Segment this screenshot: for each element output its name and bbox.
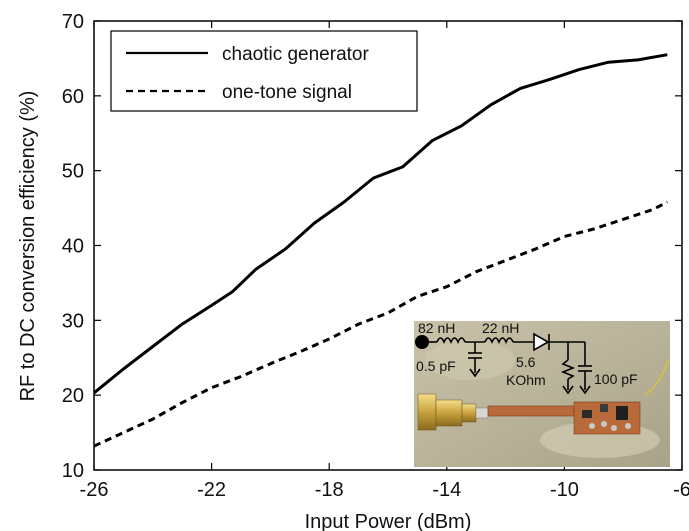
x-tick-label: -6 xyxy=(673,479,689,501)
y-tick-label: 20 xyxy=(62,385,84,407)
x-tick-label: -18 xyxy=(315,479,344,501)
inductor-22nh-label: 22 nH xyxy=(482,320,519,336)
x-tick-label: -22 xyxy=(197,479,226,501)
y-tick-label: 40 xyxy=(62,236,84,258)
y-tick-label: 60 xyxy=(62,86,84,108)
legend: chaotic generator one-tone signal xyxy=(110,30,418,112)
resistor-value-label: 5.6 xyxy=(516,354,536,370)
axis-tick-labels: -26 -22 -18 -14 -10 -6 10 20 30 40 50 60 70 xyxy=(62,11,689,501)
series-line-chaotic-generator xyxy=(93,53,668,395)
x-tick-label: -14 xyxy=(432,479,461,501)
y-axis-label: RF to DC conversion efficiency (%) xyxy=(17,91,39,402)
x-tick-label: -26 xyxy=(80,479,109,501)
y-tick-label: 10 xyxy=(62,460,84,482)
rectifier-inset-photo: 82 nH 22 nH 0.5 pF 5.6 KOhm 100 pF xyxy=(414,320,670,467)
series-layer xyxy=(93,53,668,448)
legend-label-one-tone-signal: one-tone signal xyxy=(222,82,352,103)
inductor-82nh-label: 82 nH xyxy=(418,320,455,336)
legend-label-chaotic-generator: chaotic generator xyxy=(222,44,369,65)
capacitor-0-5pf-label: 0.5 pF xyxy=(416,358,456,374)
x-axis-label: Input Power (dBm) xyxy=(305,511,472,531)
y-tick-label: 50 xyxy=(62,161,84,183)
series-line-one-tone-signal xyxy=(93,200,668,448)
rectifier-schematic xyxy=(415,332,592,395)
y-tick-label: 30 xyxy=(62,310,84,332)
y-tick-label: 70 xyxy=(62,11,84,33)
x-tick-label: -10 xyxy=(550,479,579,501)
resistor-unit-label: KOhm xyxy=(506,372,546,388)
axis-ticks xyxy=(93,20,683,471)
capacitor-100pf-label: 100 pF xyxy=(594,371,638,387)
legend-box xyxy=(110,30,418,112)
